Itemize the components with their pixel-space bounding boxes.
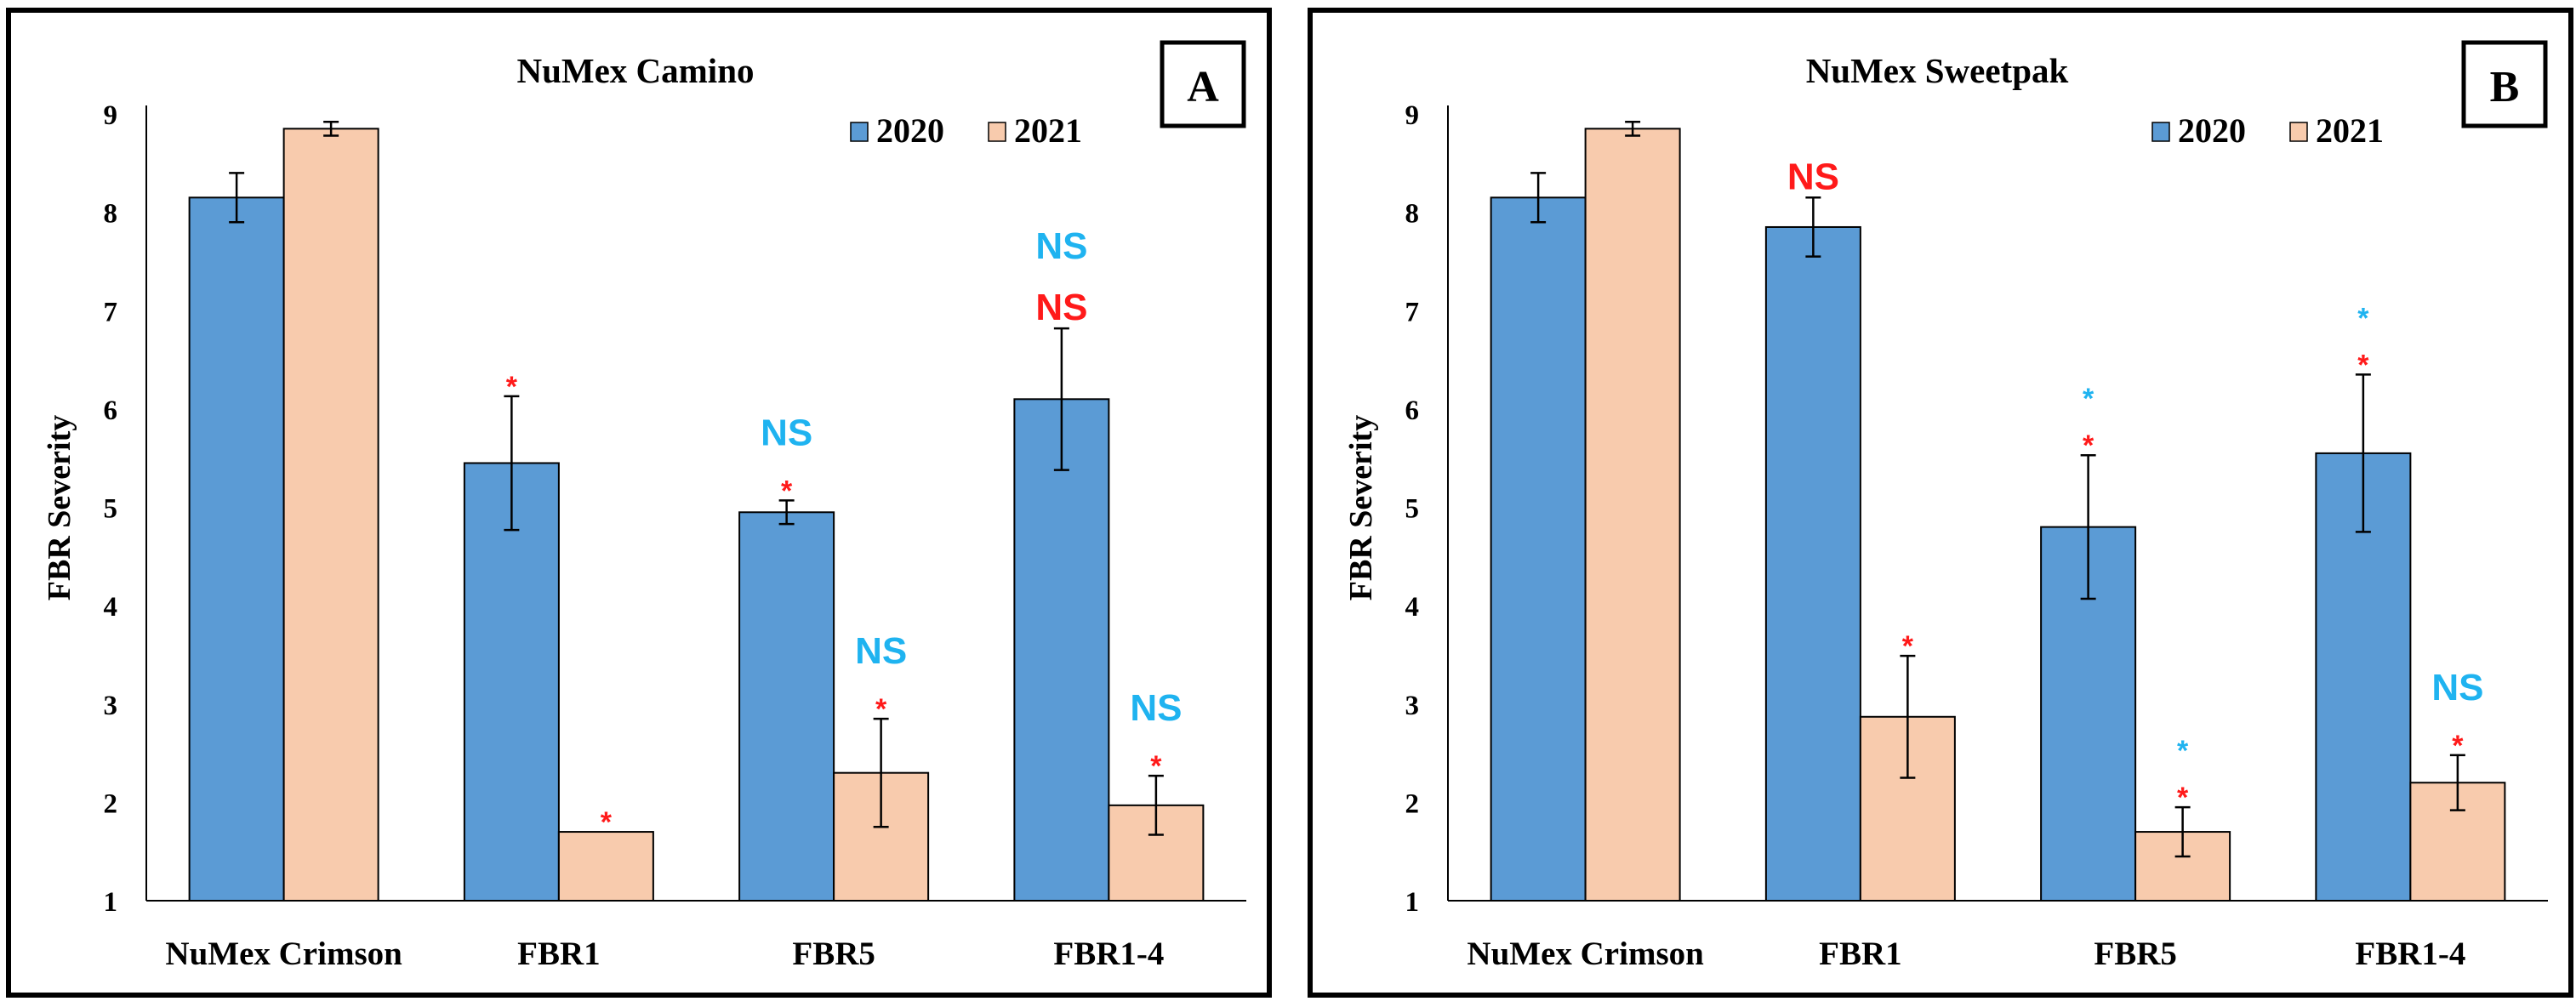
significance-star: * xyxy=(2177,782,2189,814)
y-tick-label: 7 xyxy=(104,297,118,327)
y-tick-label: 4 xyxy=(104,592,118,623)
legend-label-2021: 2021 xyxy=(2316,111,2384,150)
y-tick-label: 1 xyxy=(104,887,118,918)
panel-letter: A xyxy=(1187,63,1219,111)
panel-letter-box xyxy=(1160,40,1246,128)
y-tick-label: 8 xyxy=(104,199,118,230)
panel-letter: B xyxy=(2490,63,2520,111)
significance-star: * xyxy=(2083,383,2094,415)
bar-2021-FBR1-4 xyxy=(1108,804,1205,902)
y-tick-label: 7 xyxy=(1405,297,1420,327)
y-axis-label: FBR Severity xyxy=(42,415,77,600)
panel-b: NuMex Sweetpak B 2020 2021 FBR Severity 1 2 3 4 5… xyxy=(1308,8,2573,998)
y-tick-label: 9 xyxy=(104,100,118,131)
x-tick-label: FBR1-4 xyxy=(2355,936,2465,972)
x-tick-label: FBR1 xyxy=(1819,936,1902,972)
significance-star: * xyxy=(781,475,793,507)
x-tick-label: FBR5 xyxy=(2094,936,2177,972)
significance-star: * xyxy=(875,693,887,725)
legend-swatch-2020 xyxy=(2151,122,2170,142)
significance-star: * xyxy=(2452,730,2464,762)
chart-title: NuMex Camino xyxy=(516,51,754,90)
x-tick-label: FBR5 xyxy=(792,936,875,972)
bar-2020-FBR1-4 xyxy=(1013,398,1110,902)
y-tick-label: 5 xyxy=(104,494,118,525)
y-axis-label: FBR Severity xyxy=(1343,415,1379,600)
significance-ns: NS xyxy=(855,630,907,672)
legend-label-2021: 2021 xyxy=(1014,111,1082,150)
significance-star: * xyxy=(601,806,613,839)
significance-star: * xyxy=(1902,630,1914,663)
y-tick-label: 6 xyxy=(104,395,118,426)
legend-swatch-2020 xyxy=(850,122,869,142)
x-tick-label: FBR1-4 xyxy=(1053,936,1164,972)
significance-ns: NS xyxy=(1130,687,1182,729)
bar-2020-NuMex Crimson xyxy=(1490,196,1587,902)
significance-ns: NS xyxy=(761,412,812,453)
significance-star: * xyxy=(2083,430,2094,462)
legend-label-2020: 2020 xyxy=(2178,111,2246,150)
y-tick-label: 3 xyxy=(104,691,118,721)
bar-2021-NuMex Crimson xyxy=(282,128,379,902)
legend-swatch-2021 xyxy=(988,122,1006,142)
panel-a: NuMex Camino A 2020 2021 FBR Severity 1 2 3 4 5 6 7… xyxy=(6,8,1272,998)
significance-ns: NS xyxy=(1787,156,1839,197)
significance-ns: NS xyxy=(1035,287,1087,328)
x-tick-label: FBR1 xyxy=(517,936,601,972)
y-tick-label: 9 xyxy=(1405,100,1420,131)
bar-2021-NuMex Crimson xyxy=(1584,128,1681,902)
legend-swatch-2021 xyxy=(2289,122,2308,142)
chart-title: NuMex Sweetpak xyxy=(1806,51,2069,90)
y-tick-label: 2 xyxy=(104,788,118,819)
significance-ns: NS xyxy=(2431,667,2483,708)
bar-2021-FBR1 xyxy=(557,831,654,902)
y-tick-label: 5 xyxy=(1405,494,1420,525)
significance-star: * xyxy=(2357,302,2369,334)
significance-star: * xyxy=(2177,735,2189,767)
legend-label-2020: 2020 xyxy=(876,111,944,150)
bar-2020-FBR5 xyxy=(738,511,835,902)
x-tick-label: NuMex Crimson xyxy=(165,936,402,972)
y-tick-label: 3 xyxy=(1405,691,1420,721)
significance-ns: NS xyxy=(1035,225,1087,267)
significance-star: * xyxy=(1150,750,1162,782)
x-tick-label: NuMex Crimson xyxy=(1467,936,1704,972)
y-tick-label: 1 xyxy=(1405,887,1420,918)
panel-letter-box xyxy=(2461,40,2548,128)
y-tick-label: 4 xyxy=(1405,592,1420,623)
y-tick-label: 8 xyxy=(1405,199,1420,230)
bar-2020-FBR1 xyxy=(1764,225,1861,902)
significance-star: * xyxy=(2357,349,2369,381)
y-tick-label: 6 xyxy=(1405,395,1420,426)
y-tick-label: 2 xyxy=(1405,788,1420,819)
significance-star: * xyxy=(506,371,518,403)
bar-2020-NuMex Crimson xyxy=(188,196,285,902)
